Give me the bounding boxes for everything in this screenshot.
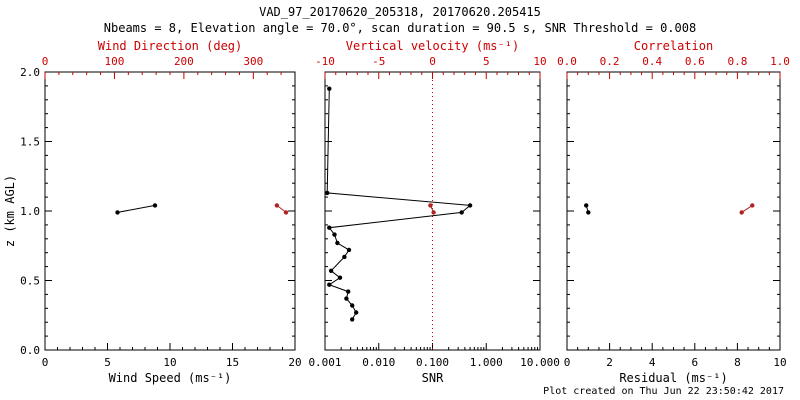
tick-label: 200 — [174, 55, 194, 68]
axis-label: Wind Direction (deg) — [98, 39, 243, 53]
tick-label: 0.6 — [685, 55, 705, 68]
tick-label: -5 — [372, 55, 385, 68]
tick-label: 0.0 — [557, 55, 577, 68]
y-axis-label: z (km AGL) — [3, 175, 17, 247]
y-tick-label: 0.5 — [20, 275, 40, 288]
tick-label: 0 — [429, 55, 436, 68]
tick-label: 0.2 — [600, 55, 620, 68]
tick-label: 5 — [104, 356, 111, 369]
plot-created-timestamp: Plot created on Thu Jun 22 23:50:42 2017 — [543, 386, 784, 397]
y-tick-label: 2.0 — [20, 66, 40, 79]
tick-label: 0.100 — [416, 356, 449, 369]
axis-label: SNR — [422, 371, 444, 385]
tick-label: 20 — [288, 356, 301, 369]
plot-subtitle: Nbeams = 8, Elevation angle = 70.0°, sca… — [103, 21, 697, 35]
y-tick-label: 0.0 — [20, 344, 40, 357]
tick-label: -10 — [315, 55, 335, 68]
tick-label: 10.000 — [520, 356, 560, 369]
tick-label: 8 — [734, 356, 741, 369]
tick-label: 1.0 — [770, 55, 790, 68]
tick-label: 300 — [243, 55, 263, 68]
series-vertical-velocity — [428, 203, 436, 215]
tick-label: 100 — [105, 55, 125, 68]
y-tick-label: 1.5 — [20, 136, 40, 149]
axis-label: Wind Speed (ms⁻¹) — [109, 371, 232, 385]
tick-label: 0 — [42, 356, 49, 369]
series-snr-profile — [325, 86, 473, 322]
tick-label: 0.8 — [727, 55, 747, 68]
tick-label: 0 — [564, 356, 571, 369]
tick-label: 0.010 — [362, 356, 395, 369]
tick-label: 0.001 — [308, 356, 341, 369]
tick-label: 0.4 — [642, 55, 662, 68]
tick-label: 1.000 — [470, 356, 503, 369]
tick-label: 0 — [42, 55, 49, 68]
panel-residual: 0 2 4 6 8 10 Residual (ms⁻¹) 0.0 0.2 0.4 0.6 0.8 1.0… — [557, 39, 790, 385]
tick-label: 10 — [533, 55, 546, 68]
tick-label: 4 — [649, 356, 656, 369]
tick-label: 10 — [163, 356, 176, 369]
axis-label: Correlation — [634, 39, 713, 53]
tick-label: 15 — [226, 356, 239, 369]
y-tick-label: 1.0 — [20, 205, 40, 218]
series-correlation — [739, 203, 755, 215]
panel-wind: 0 5 10 15 20 Wind Speed (ms⁻¹) 0 100 200 300Wind … — [3, 39, 302, 385]
tick-label: 5 — [483, 55, 490, 68]
tick-label: 10 — [773, 356, 786, 369]
series-wind-direction — [274, 203, 289, 215]
panel-snr: 0.001 0.010 0.100 1.000 10.000 SNR -10 -5 0 5 10 Ve… — [308, 39, 559, 385]
series-wind-speed — [115, 203, 158, 215]
panel-frame — [44, 71, 296, 351]
tick-label: 2 — [606, 356, 613, 369]
plot-title: VAD_97_20170620_205318, 20170620.205415 — [259, 5, 541, 19]
tick-label: 6 — [691, 356, 698, 369]
axis-label: Residual (ms⁻¹) — [619, 371, 727, 385]
panel-frame — [566, 71, 781, 351]
axis-label: Vertical velocity (ms⁻¹) — [346, 39, 519, 53]
series-residual — [584, 203, 591, 215]
